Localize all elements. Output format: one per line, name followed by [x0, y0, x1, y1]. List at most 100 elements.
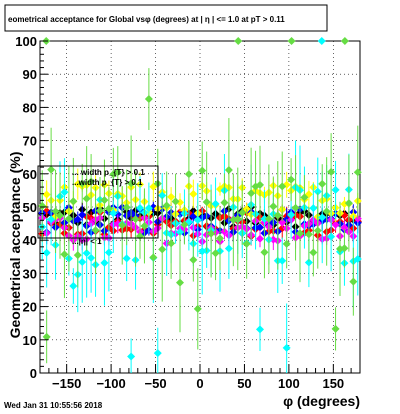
data-point	[313, 226, 322, 235]
data-marks	[38, 37, 362, 373]
outlier-point	[287, 37, 296, 45]
legend: ... width p_{T} > 0.1 ...width p_{T} > 0…	[37, 165, 159, 246]
y-axis-title: Geometrical acceptance (%)	[7, 152, 23, 339]
y-tick-label: 0	[30, 366, 37, 381]
data-point	[247, 189, 256, 198]
axes: 0 10 20 30 40 50 60 70 80 90 100 −150 −100 −50 0 50 100 1…	[15, 34, 361, 391]
data-point	[309, 248, 318, 257]
data-point	[304, 258, 313, 267]
data-point	[47, 215, 56, 224]
data-point	[118, 221, 127, 230]
data-point	[104, 248, 113, 257]
data-point	[242, 239, 251, 248]
data-point	[216, 234, 224, 243]
data-point	[56, 211, 64, 220]
data-point	[91, 226, 100, 235]
data-point	[296, 229, 304, 238]
x-tick-label: 0	[196, 376, 203, 391]
data-point	[113, 168, 122, 177]
data-point	[309, 204, 318, 213]
outlier-point	[234, 37, 243, 45]
data-point	[256, 223, 264, 232]
data-point	[340, 223, 349, 232]
data-point	[153, 349, 162, 358]
data-point	[51, 207, 60, 216]
data-point	[82, 249, 91, 258]
data-point	[131, 215, 140, 224]
y-tick-label: 20	[23, 300, 37, 315]
data-point	[287, 210, 296, 219]
outlier-point	[340, 37, 349, 45]
data-point	[60, 188, 69, 197]
data-point	[162, 201, 171, 210]
grid	[40, 40, 360, 374]
data-point	[269, 202, 278, 211]
y-tick-label: 100	[15, 34, 37, 49]
data-point	[224, 166, 233, 175]
data-point	[171, 197, 180, 206]
data-point	[100, 196, 109, 205]
data-point	[87, 253, 96, 262]
data-point	[322, 207, 331, 216]
title-box	[4, 4, 328, 32]
data-point	[144, 95, 153, 104]
data-point	[189, 189, 198, 198]
data-point	[38, 201, 47, 210]
x-tick-label: −50	[145, 376, 167, 391]
data-point	[353, 168, 362, 177]
x-tick-label: 50	[237, 376, 251, 391]
data-point	[69, 281, 78, 290]
data-point	[42, 190, 51, 199]
y-tick-label: 30	[23, 266, 37, 281]
data-point	[193, 304, 202, 313]
data-point	[256, 180, 264, 189]
data-point	[318, 213, 327, 222]
data-point	[264, 214, 273, 223]
data-point	[78, 257, 87, 266]
data-point	[176, 278, 184, 287]
data-point	[327, 232, 336, 241]
legend-line-3: ...|η| < 1	[72, 237, 102, 246]
x-tick-label: −150	[52, 376, 81, 391]
data-point	[331, 220, 340, 229]
data-point	[78, 210, 87, 219]
data-point	[211, 249, 220, 258]
data-point	[122, 254, 131, 263]
legend-line-1: ... width p_{T} > 0.1	[72, 168, 145, 177]
data-point	[211, 199, 220, 208]
data-point	[180, 220, 189, 229]
data-point	[42, 248, 51, 257]
y-tick-label: 40	[23, 233, 37, 248]
data-point	[278, 218, 287, 227]
data-point	[220, 198, 229, 207]
data-point	[353, 254, 362, 263]
data-point	[158, 191, 167, 200]
data-point	[278, 256, 287, 265]
data-point	[189, 255, 198, 264]
data-point	[82, 194, 91, 203]
y-tick-label: 70	[23, 134, 37, 149]
data-point	[233, 214, 242, 223]
data-point	[202, 197, 211, 206]
y-tick-label: 50	[23, 200, 37, 215]
data-point	[64, 214, 73, 223]
data-point	[224, 244, 233, 253]
data-point	[158, 245, 167, 254]
data-point	[327, 167, 336, 176]
data-point	[42, 332, 51, 341]
x-tick-label: 150	[322, 376, 344, 391]
data-point	[109, 209, 118, 218]
data-point	[282, 343, 291, 352]
timestamp: Wed Jan 31 10:55:56 2018	[4, 401, 103, 410]
data-point	[47, 165, 56, 174]
data-point	[340, 244, 349, 253]
outlier-point	[317, 37, 326, 45]
data-point	[104, 204, 113, 213]
data-point	[273, 211, 282, 220]
data-point	[140, 221, 149, 230]
data-point	[344, 199, 353, 208]
data-point	[69, 197, 78, 206]
data-point	[87, 177, 96, 186]
x-tick-label: −100	[96, 376, 125, 391]
